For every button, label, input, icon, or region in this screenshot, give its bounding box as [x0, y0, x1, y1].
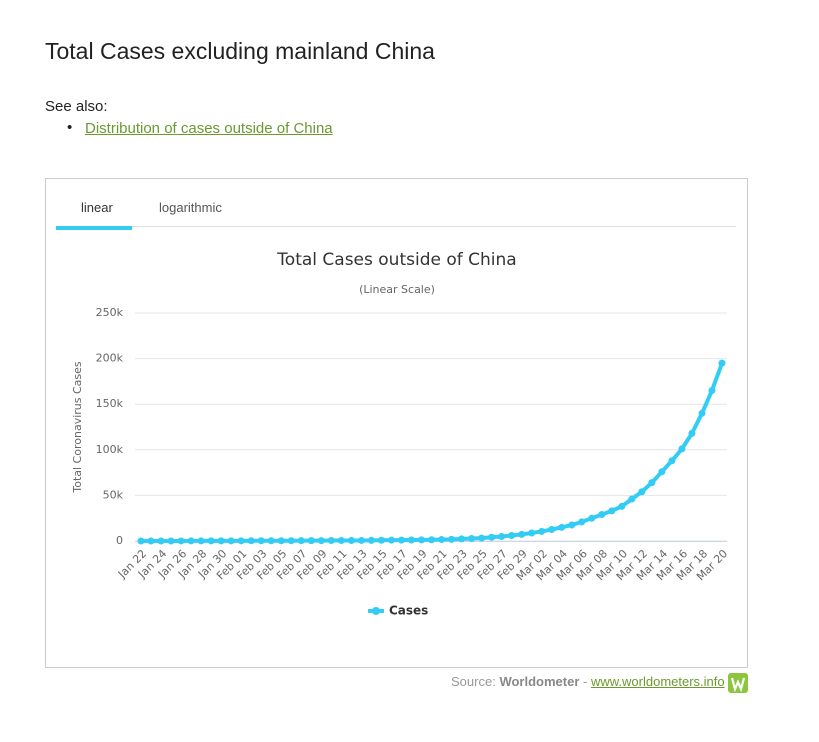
point [307, 537, 315, 545]
y-axis-label: Total Coronavirus Cases [71, 361, 84, 494]
y-tick-label: 100k [96, 443, 124, 456]
point [407, 536, 415, 544]
see-also: See also: [45, 98, 108, 115]
chart-subtitle: (Linear Scale) [359, 283, 435, 296]
y-tick-label: 50k [103, 488, 124, 501]
point [327, 537, 335, 545]
point [197, 537, 205, 545]
point [528, 529, 536, 537]
tab-line [56, 226, 736, 227]
point [508, 532, 516, 540]
source-sep: - [583, 674, 588, 689]
bullet: • [67, 119, 73, 136]
point [227, 537, 235, 545]
point [297, 537, 305, 545]
source-prefix: Source: [451, 674, 496, 689]
point [438, 536, 446, 544]
y-tick-label: 200k [96, 352, 124, 365]
point [498, 533, 506, 541]
point [538, 527, 546, 535]
point [217, 537, 225, 545]
point [377, 536, 385, 544]
point [638, 488, 646, 496]
point [458, 535, 466, 543]
page-title: Total Cases excluding mainland China [45, 38, 435, 64]
point [678, 445, 686, 453]
point [387, 536, 395, 544]
source-name: Worldometer [499, 674, 580, 689]
point [357, 536, 365, 544]
point [428, 536, 435, 544]
point [718, 359, 726, 367]
point [137, 537, 145, 545]
point [147, 537, 155, 545]
y-tick-label: 0 [116, 534, 123, 547]
point [618, 502, 626, 510]
point [157, 537, 165, 545]
point [347, 537, 355, 545]
point [237, 537, 245, 545]
point [317, 537, 325, 545]
point [417, 536, 425, 544]
point [488, 533, 496, 541]
point [267, 537, 275, 545]
chart-box [45, 178, 748, 668]
point [628, 495, 636, 503]
y-tick-label: 250k [96, 306, 124, 319]
point [277, 537, 285, 545]
point [167, 537, 175, 545]
point [608, 507, 616, 515]
y-tick-label: 150k [96, 397, 124, 410]
point [668, 457, 676, 465]
point [287, 537, 295, 545]
point [548, 526, 556, 534]
point [207, 537, 215, 545]
point [257, 537, 265, 545]
line [140, 362, 724, 543]
point [247, 537, 255, 545]
legend-label: Cases [389, 604, 428, 618]
point [568, 521, 576, 529]
point [708, 387, 716, 395]
tab[interactable]: logarithmic [159, 200, 222, 215]
point [598, 511, 606, 519]
logo-mark [730, 677, 746, 693]
source: Source: Worldometer - www.worldometers.i… [451, 674, 725, 689]
point [688, 429, 696, 437]
link[interactable]: Distribution of cases outside of China [85, 120, 333, 137]
point [518, 530, 526, 538]
point [558, 523, 566, 531]
point [478, 534, 486, 542]
point [468, 535, 476, 543]
point [187, 537, 195, 545]
point [578, 518, 586, 526]
tab[interactable]: linear [81, 200, 113, 215]
point [658, 468, 666, 476]
point [177, 537, 185, 545]
source-link[interactable]: www.worldometers.info [590, 674, 725, 689]
point [367, 536, 375, 544]
chart-title: Total Cases outside of China [276, 250, 516, 270]
legend-marker [372, 607, 380, 615]
point [588, 514, 596, 522]
point [698, 409, 706, 417]
tab-active [56, 226, 132, 230]
point [337, 537, 345, 545]
point [648, 479, 656, 487]
point [448, 535, 456, 543]
point [397, 536, 405, 544]
